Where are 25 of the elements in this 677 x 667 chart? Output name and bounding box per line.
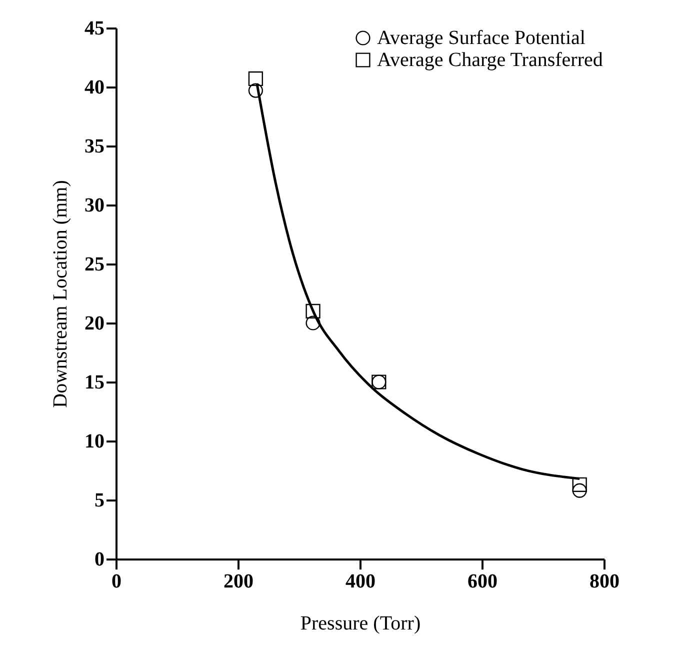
y-tick-label: 10 [84,430,104,452]
point [248,71,263,86]
legend-label: Average Charge Transferred [377,49,603,71]
y-tick-label: 30 [84,194,104,216]
y-tick-label: 45 [84,18,104,40]
point [306,304,320,319]
y-tick-label: 0 [94,548,104,570]
point [248,83,263,98]
point [572,483,587,498]
legend-label: Average Surface Potential [377,27,586,49]
point [306,316,320,330]
y-tick-label: 25 [84,254,104,276]
y-tick-label: 15 [84,372,104,394]
y-tick-label: 20 [84,312,104,334]
y-tick-label: 35 [84,136,104,158]
point [572,477,587,492]
x-tick-label: 200 [224,570,254,592]
x-tick-label: 800 [590,570,620,592]
x-axis-title: Pressure (Torr) [300,612,421,634]
x-tick-label: 400 [346,570,376,592]
x-tick-label: 600 [468,570,498,592]
x-tick-label: 0 [112,570,122,592]
y-axis-title: Downstream Location (mm) [50,180,72,408]
y-tick-label: 5 [94,490,104,512]
y-tick-label: 40 [84,76,104,98]
